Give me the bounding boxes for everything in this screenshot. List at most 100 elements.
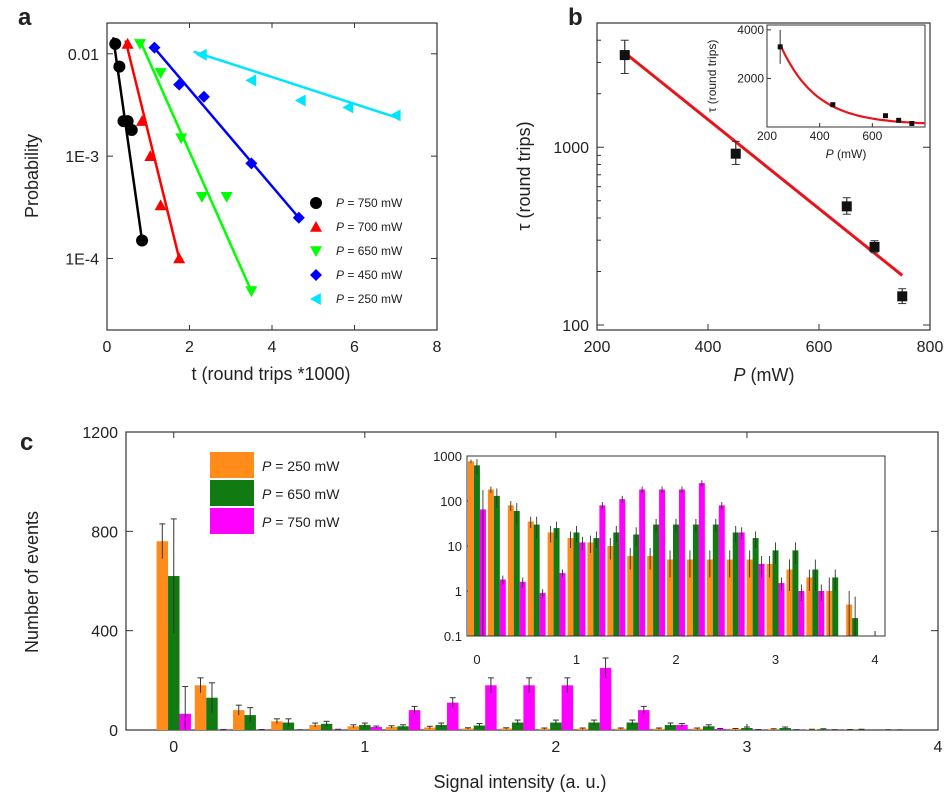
panel-a-point: [148, 41, 161, 54]
panel-b-point: [897, 291, 908, 302]
panel-c-bar: [359, 725, 371, 730]
panel-c-inset-bar: [533, 524, 540, 636]
panel-a-point: [109, 37, 122, 50]
panel-a-point: [154, 199, 167, 211]
panel-c-bar: [485, 685, 497, 730]
panel-b-point: [841, 201, 852, 212]
panel-c-inset-bar: [698, 483, 705, 636]
panel-c-inset-bar: [547, 532, 554, 636]
panel-a-point: [121, 37, 134, 49]
panel-c-inset-frame: [466, 455, 886, 637]
panel-c-bar: [599, 667, 612, 730]
panel-a-point: [175, 133, 188, 145]
panel-c-inset-bar: [686, 559, 693, 636]
panel-c-inset-bar: [493, 495, 500, 636]
panel-letter-c: c: [20, 429, 33, 456]
panel-a-point: [197, 90, 210, 103]
panel-c-legend-swatch: [210, 508, 254, 534]
panel-c-inset-bar: [647, 555, 654, 636]
panel-c-inset-ytick-label: 1: [455, 584, 462, 599]
panel-a-point: [342, 101, 354, 114]
panel-c-inset-bar: [553, 528, 560, 636]
panel-b-xtick-label: 200: [584, 339, 611, 356]
panel-a-legend-text: = 700 mW: [344, 220, 403, 234]
panel-c-inset-bar: [519, 581, 526, 636]
panel-c-xlabel: Signal intensity (a. u.): [433, 772, 606, 792]
panel-c-legend-label: P = 650 mW: [262, 486, 340, 502]
panel-c-bar: [232, 710, 245, 730]
panel-a-point: [245, 286, 258, 298]
panel-b-inset-xtick-label: 400: [810, 129, 830, 143]
panel-a-point: [245, 74, 257, 87]
panel-c-inset-bar: [778, 583, 785, 636]
panel-a-xtick-label: 0: [103, 339, 112, 356]
panel-c-bar: [446, 702, 459, 730]
panel-c-ytick-label: 800: [91, 524, 118, 541]
panel-c-inset-bar: [726, 559, 733, 636]
panel-c-inset-bar: [812, 569, 819, 636]
panel-c-xtick-label: 4: [934, 739, 943, 756]
panel-c-inset-bar: [633, 534, 640, 636]
panel-a-legend-symbol: P: [336, 244, 344, 258]
panel-c-inset-bar: [712, 524, 719, 636]
panel-c-inset-bar: [567, 538, 574, 636]
panel-a-legend-label: P = 650 mW: [336, 244, 403, 258]
panel-c-inset-bar: [758, 563, 765, 636]
panel-c-inset-bar: [499, 579, 506, 636]
panel-a-xtick-label: 4: [268, 339, 277, 356]
panel-c-inset-bar: [593, 538, 600, 636]
panel-c-inset-bar: [798, 591, 805, 636]
panel-c-inset-bar: [487, 489, 494, 636]
panel-c-inset-bar: [738, 532, 745, 636]
panel-b-inset-ytick-label: 2000: [737, 71, 764, 85]
panel-b-inset-ylabel: τ (round trips): [705, 40, 719, 113]
panel-c-legend-symbol: P: [262, 514, 272, 530]
panel-b-fit-line: [623, 51, 904, 277]
panel-c-bar: [408, 710, 421, 730]
panel-c-inset-xtick-label: 0: [473, 652, 480, 667]
panel-a-xlabel: t (round trips *1000): [191, 364, 350, 384]
panel-a-legend-label: P = 700 mW: [336, 220, 403, 234]
panel-a-point: [154, 68, 167, 79]
panel-b-chart: 200 400 600 800 1000 100 P (mW) τ (round trip…: [514, 22, 943, 385]
panel-c-inset-bar: [639, 489, 646, 636]
panel-c-inset-ytick-label: 10: [448, 539, 462, 554]
panel-b-frame: [596, 22, 931, 331]
panel-c-bar: [626, 722, 639, 730]
panel-a-legend-marker: [310, 293, 321, 305]
panel-c-bar: [638, 710, 650, 730]
panel-c-legend-label: P = 250 mW: [262, 458, 340, 474]
panel-b-inset-xlabel: P (mW): [826, 147, 867, 161]
panel-c-bar: [561, 685, 574, 730]
panel-c-inset-bar: [627, 555, 634, 636]
panel-a-point: [173, 78, 186, 91]
panel-c-bar: [588, 722, 600, 730]
panel-c-inset-bar: [766, 563, 773, 636]
panel-b-inset-xtick-label: 200: [757, 129, 777, 143]
panel-c-inset-bar: [527, 521, 534, 636]
panel-c-inset-bar: [678, 489, 685, 636]
panel-b-point: [619, 50, 630, 61]
panel-c-inset-bar: [473, 465, 480, 636]
panel-b-inset-point: [896, 117, 902, 123]
panel-c-bar: [168, 576, 180, 730]
panel-a-point: [195, 192, 208, 203]
panel-c-legend-text: = 250 mW: [271, 458, 340, 474]
panel-a-legend-text: = 650 mW: [344, 244, 403, 258]
panel-c-bar: [702, 726, 715, 730]
panel-c-bar: [320, 723, 333, 730]
panel-c-inset-bar: [772, 550, 779, 636]
panel-c-bar: [664, 725, 677, 730]
panel-c-bar: [370, 727, 383, 730]
panel-c-legend-symbol: P: [262, 486, 272, 502]
panel-c-inset-bar: [818, 591, 825, 636]
panel-c-inset-bar: [539, 593, 546, 636]
panel-c-inset-bar: [513, 510, 520, 636]
panel-c-inset-bar: [792, 550, 799, 636]
panel-a-legend-symbol: P: [336, 196, 344, 210]
panel-a-legend-marker: [310, 221, 322, 232]
panel-c-inset-xtick-label: 4: [871, 652, 878, 667]
